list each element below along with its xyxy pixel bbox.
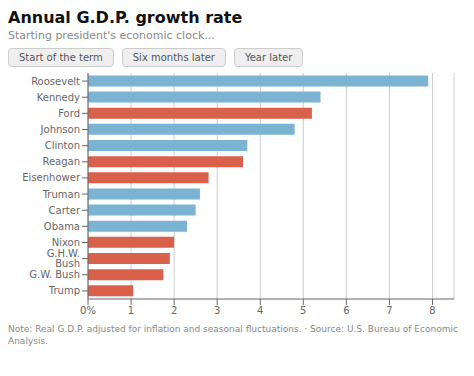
svg-text:2: 2 [171,305,177,316]
svg-text:8: 8 [429,305,435,316]
svg-text:5: 5 [300,305,306,316]
svg-text:Eisenhower: Eisenhower [22,172,81,183]
svg-text:Clinton: Clinton [45,140,80,151]
html-text:Year later: Year later [244,52,293,63]
svg-text:1: 1 [128,305,134,316]
svg-text:Obama: Obama [44,221,80,232]
svg-text:3: 3 [214,305,220,316]
html-text:Starting president's economic: Starting president's economic clock... [8,29,215,42]
svg-text:Reagan: Reagan [42,156,80,167]
svg-text:Roosevelt: Roosevelt [31,76,80,87]
html-text:Start of the term: Start of the term [19,52,103,63]
svg-text:Carter: Carter [49,205,81,216]
svg-text:6: 6 [343,305,349,316]
svg-text:Truman: Truman [42,189,80,200]
svg-text:Johnson: Johnson [40,124,80,135]
svg-text:Nixon: Nixon [52,237,80,248]
html-text:Six months later: Six months later [132,52,215,63]
svg-text:G.W. Bush: G.W. Bush [29,269,80,280]
svg-text:0%: 0% [80,305,96,316]
svg-text:4: 4 [257,305,263,316]
svg-text:Trump: Trump [48,285,80,296]
svg-text:7: 7 [386,305,392,316]
html-text:Annual G.D.P. growth rate: Annual G.D.P. growth rate [8,8,243,27]
svg-text:Kennedy: Kennedy [37,92,80,103]
svg-text:Ford: Ford [58,108,80,119]
svg-text:G.H.W.Bush: G.H.W.Bush [47,248,80,269]
html-text:Note: Real G.D.P. adjusted for: Note: Real G.D.P. adjusted for inflation… [8,324,458,346]
